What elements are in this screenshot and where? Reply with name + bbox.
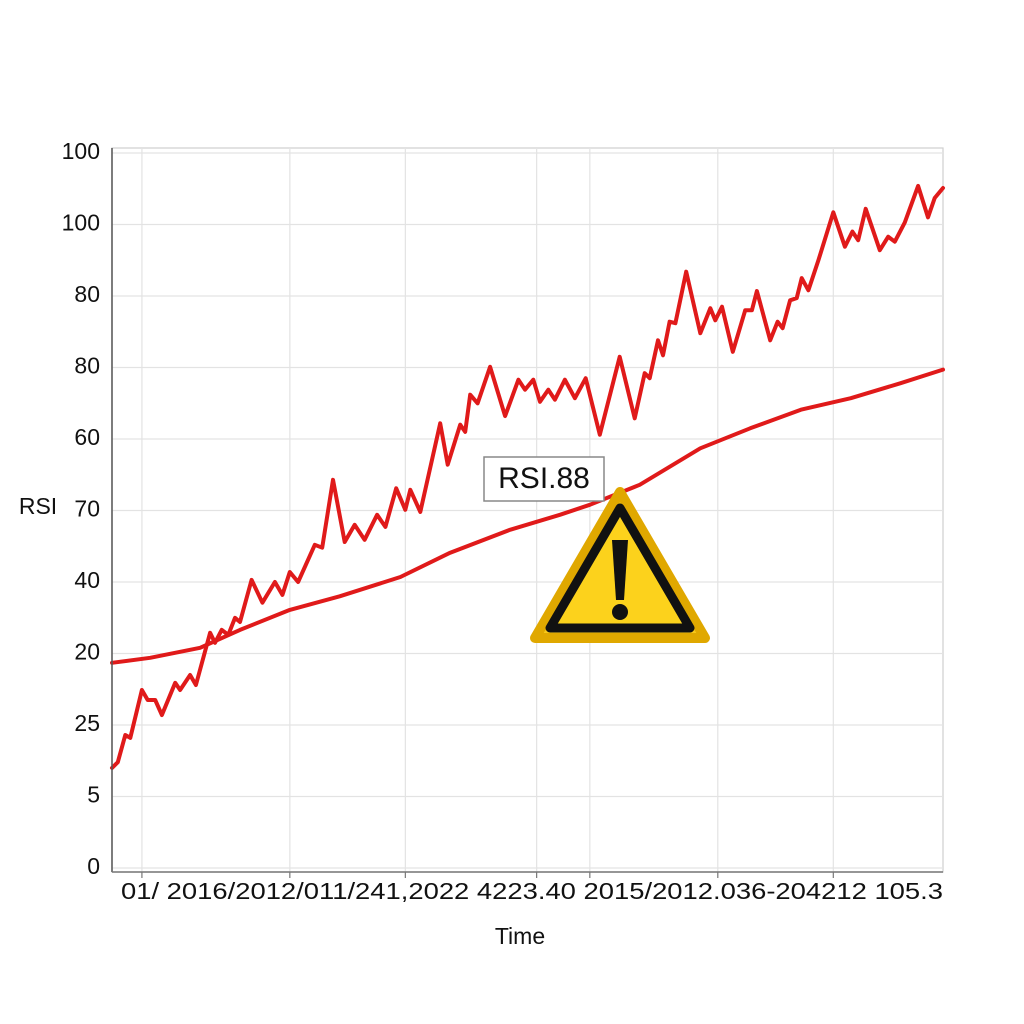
y-tick-label: 100 <box>62 138 100 164</box>
series-line <box>110 183 945 770</box>
y-tick-label: 70 <box>74 496 100 522</box>
y-tick-label: 5 <box>87 782 100 808</box>
y-tick-label: 100 <box>62 210 100 236</box>
y-tick-label: 20 <box>74 639 100 665</box>
series-line <box>110 367 945 665</box>
y-axis-label: RSI <box>19 493 57 519</box>
y-tick-label: 25 <box>74 710 100 736</box>
annotation: RSI.88 <box>483 456 605 502</box>
annotation-text: RSI.88 <box>498 462 590 495</box>
lines <box>110 183 945 770</box>
y-tick-label: 80 <box>74 353 100 379</box>
y-tick-label: 0 <box>87 853 100 879</box>
y-tick-label: 40 <box>74 567 100 593</box>
x-tick-labels: 01/ 2016/2012/011/241,2022 4223.40 2015/… <box>121 878 943 904</box>
y-tick-label: 80 <box>74 281 100 307</box>
warning-bar <box>612 540 628 600</box>
warning-icon <box>530 487 710 643</box>
y-tick-label: 60 <box>74 424 100 450</box>
annotation-box <box>483 456 605 502</box>
x-axis-label: Time <box>495 923 545 949</box>
warning-dot <box>612 604 628 620</box>
